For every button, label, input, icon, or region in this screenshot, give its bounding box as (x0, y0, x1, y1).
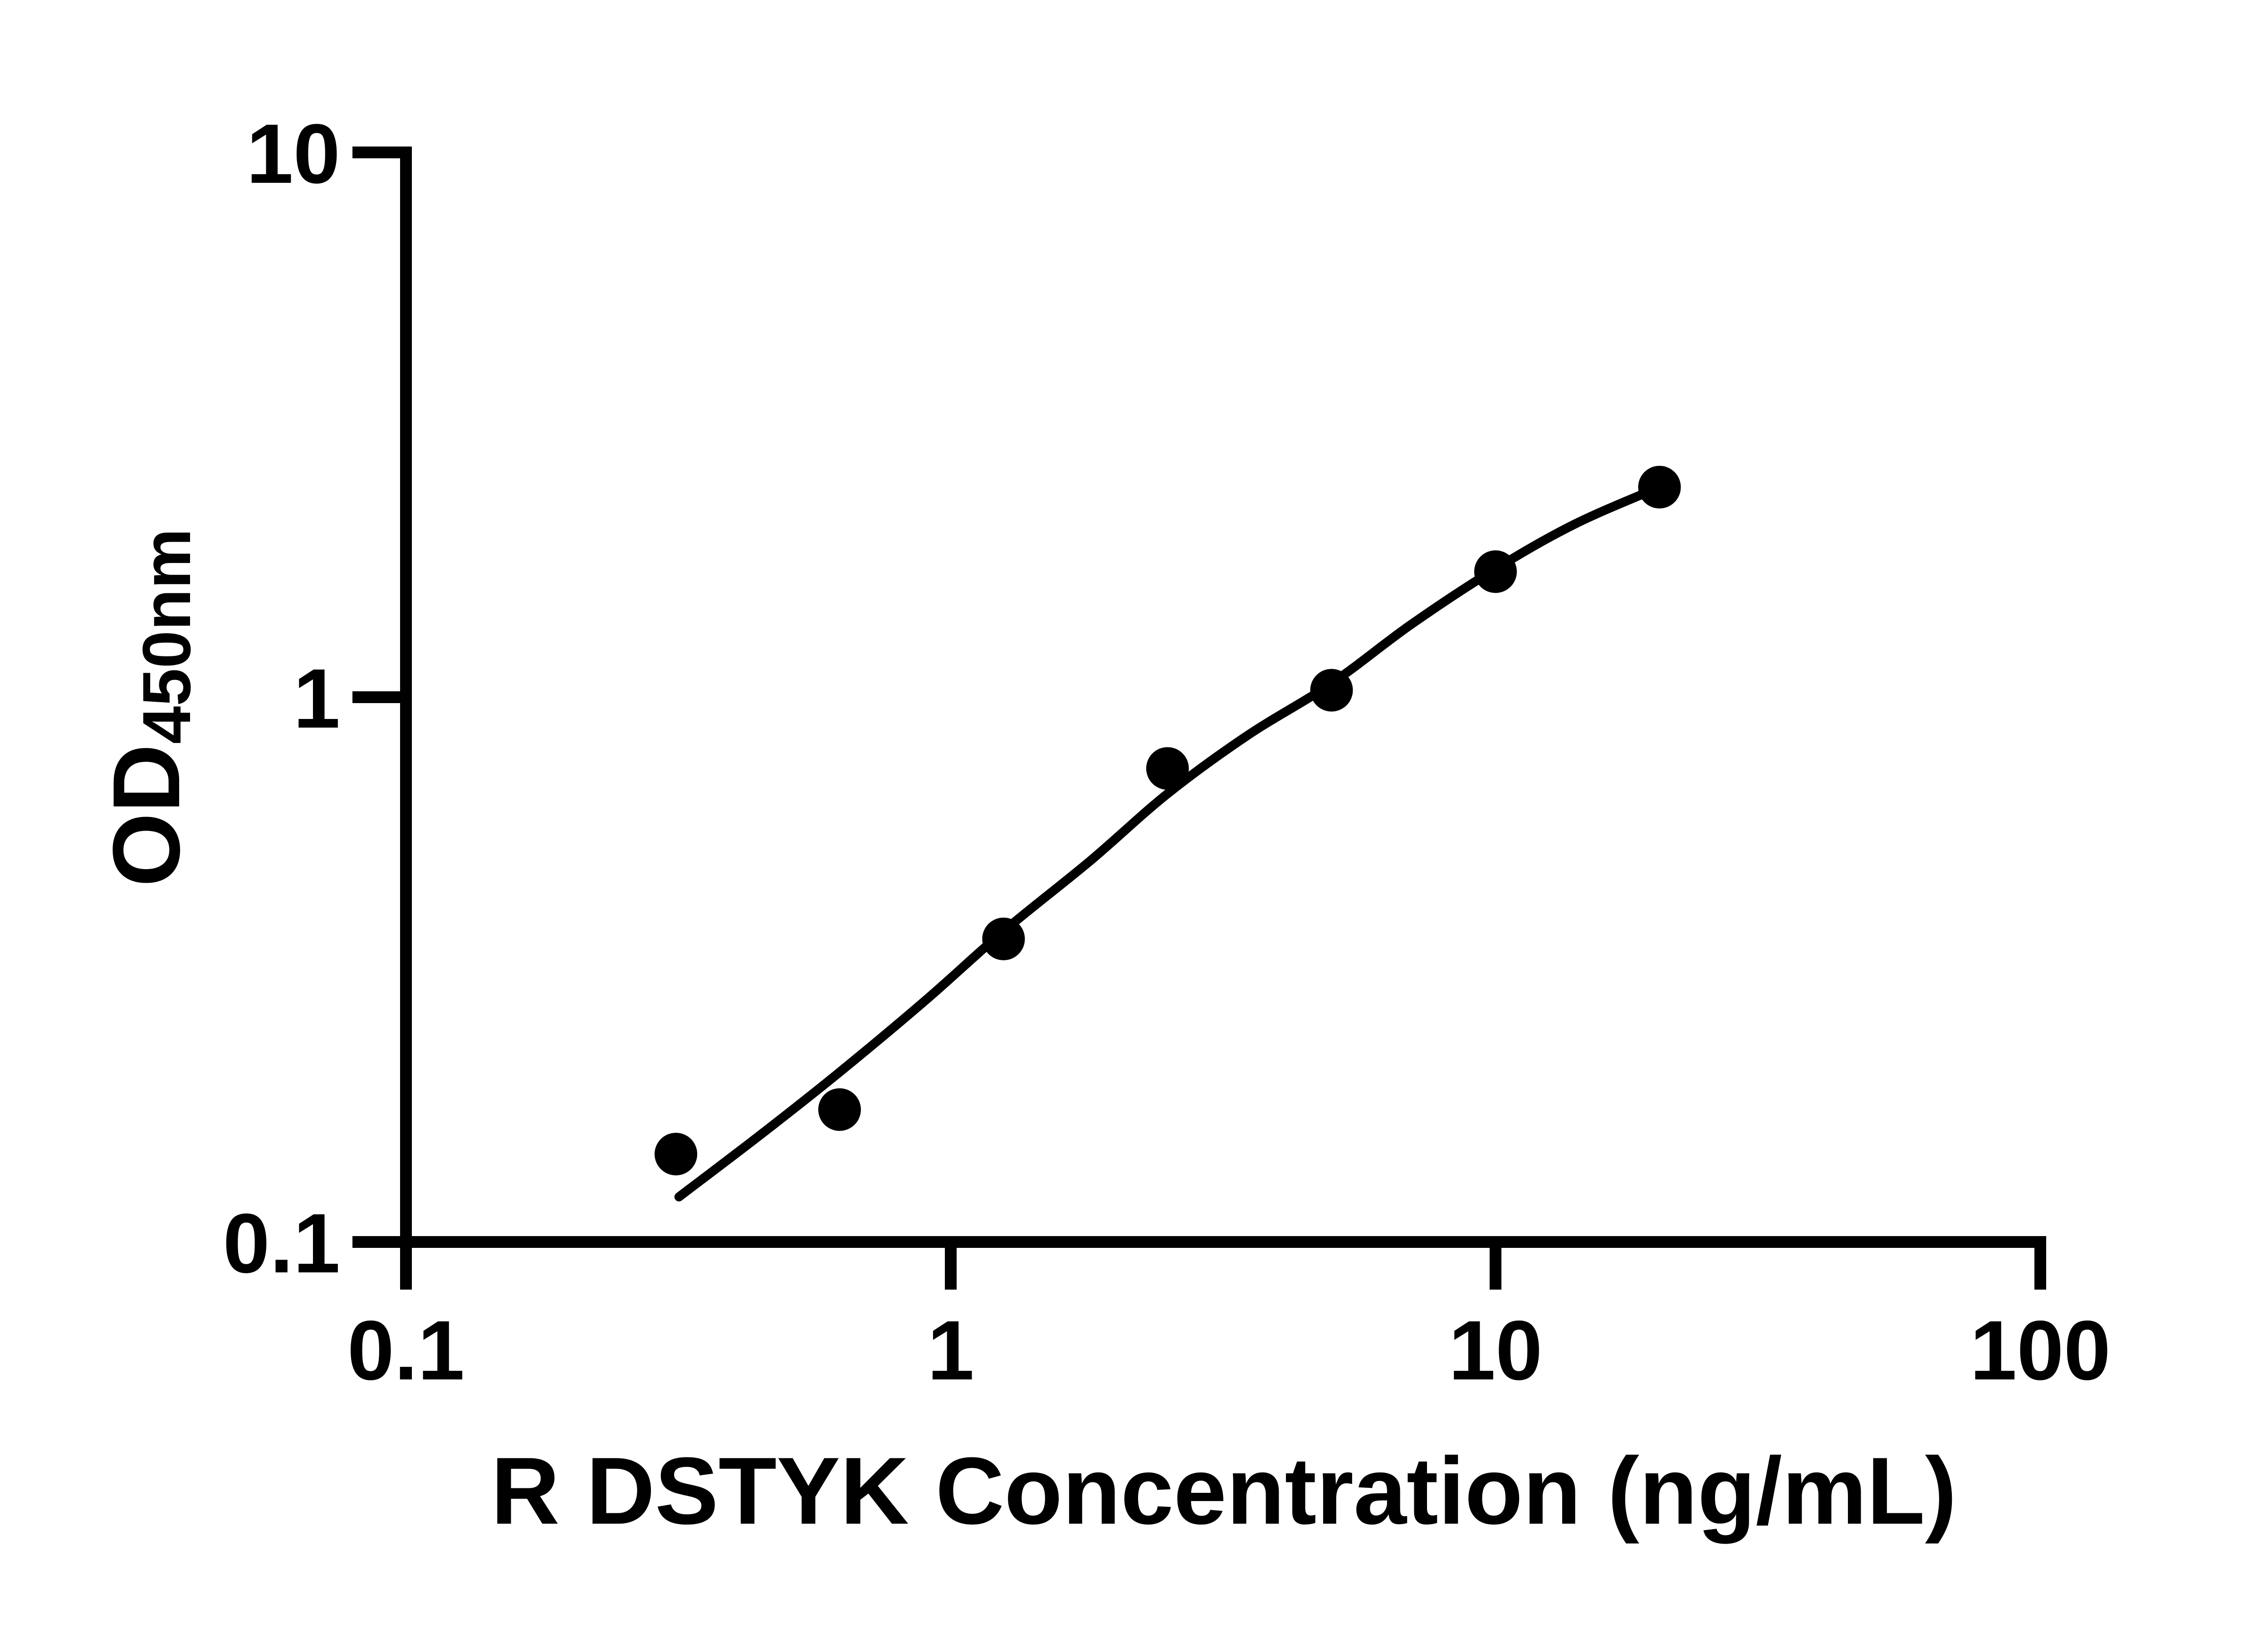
y-tick-label-1: 1 (293, 651, 340, 746)
x-tick-label-0p1: 0.1 (347, 1304, 465, 1398)
y-tick-label-10: 10 (246, 107, 340, 201)
x-tick-mark (945, 1236, 957, 1290)
y-axis-title-subscript: 450nm (128, 528, 205, 744)
x-tick-mark (2034, 1236, 2046, 1290)
y-tick-label-0p1: 0.1 (223, 1196, 340, 1291)
y-axis-title-text: OD450nm (93, 528, 205, 887)
data-point (1146, 747, 1189, 790)
x-tick-label-1: 1 (927, 1304, 974, 1398)
data-point (818, 1088, 861, 1131)
data-point (655, 1133, 698, 1176)
x-axis-title: R DSTYK Concentration (ng/mL) (491, 1437, 1957, 1544)
fit-curve-line (674, 482, 1664, 1202)
x-axis-line (400, 1236, 2046, 1248)
y-tick-mark (352, 691, 406, 703)
y-tick-mark (352, 147, 406, 158)
y-tick-mark (352, 1236, 406, 1248)
data-point (1474, 550, 1517, 593)
y-axis-title-main: OD (93, 744, 200, 887)
x-tick-label-10: 10 (1448, 1304, 1543, 1398)
data-point (982, 917, 1025, 960)
data-point (1638, 465, 1681, 508)
x-tick-label-100: 100 (1970, 1304, 2111, 1398)
x-tick-mark (1490, 1236, 1501, 1290)
data-point (1310, 669, 1353, 712)
